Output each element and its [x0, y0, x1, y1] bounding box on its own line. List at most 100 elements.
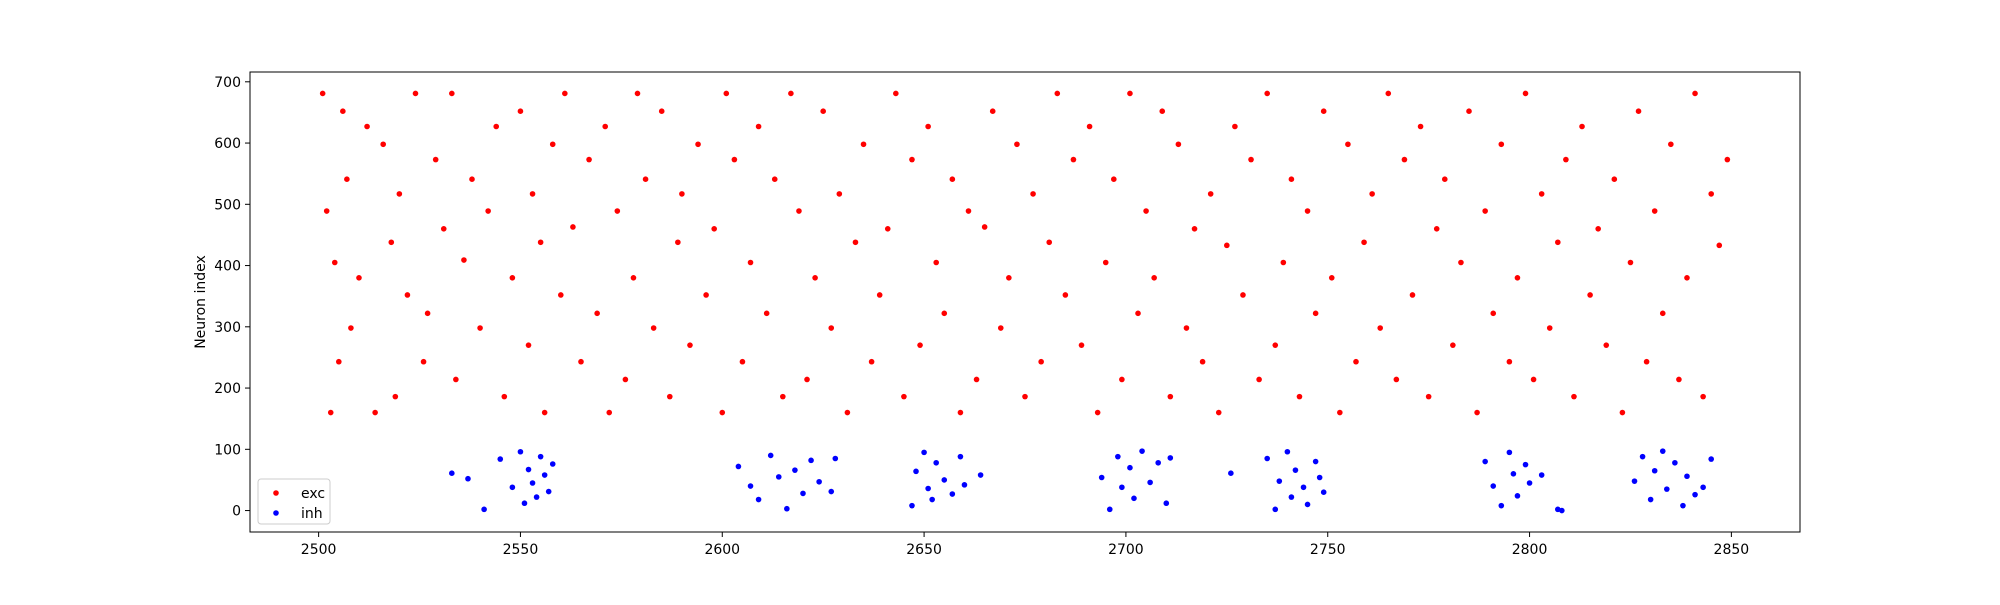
spike-point-inh — [775, 474, 782, 480]
spike-point-exc — [804, 376, 810, 383]
spike-point-exc — [828, 325, 835, 331]
x-tick-label: 2500 — [301, 542, 337, 558]
spike-point-exc — [1232, 123, 1238, 130]
x-tick-label: 2600 — [704, 542, 740, 558]
spike-point-exc — [1280, 259, 1287, 266]
spike-point-exc — [901, 393, 907, 400]
spike-point-exc — [763, 310, 770, 317]
spike-point-exc — [1328, 275, 1335, 281]
spike-point-exc — [404, 292, 411, 298]
spike-point-inh — [1272, 506, 1279, 513]
spike-point-exc — [364, 123, 370, 130]
x-tick-label: 2750 — [1310, 542, 1346, 558]
spike-point-inh — [1559, 507, 1565, 514]
spike-point-exc — [820, 108, 826, 114]
spike-point-exc — [1385, 90, 1392, 97]
spike-point-exc — [614, 208, 621, 214]
spike-point-inh — [1155, 459, 1161, 466]
spike-point-exc — [1676, 376, 1682, 383]
spike-point-exc — [1272, 342, 1279, 348]
spike-point-exc — [755, 123, 762, 130]
spike-point-exc — [485, 208, 491, 214]
spike-point-exc — [630, 275, 637, 281]
spike-point-exc — [703, 292, 709, 298]
spike-point-exc — [1143, 208, 1149, 214]
spike-point-inh — [977, 472, 984, 478]
spike-point-exc — [594, 310, 600, 317]
spike-point-exc — [1482, 208, 1488, 214]
spike-point-exc — [1708, 191, 1714, 197]
spike-point-exc — [917, 342, 923, 348]
spike-point-inh — [1300, 484, 1307, 491]
spike-point-exc — [739, 358, 746, 365]
legend-marker-inh — [273, 510, 279, 516]
spike-point-exc — [420, 358, 427, 365]
spike-point-exc — [1240, 292, 1246, 298]
spike-point-inh — [525, 466, 532, 473]
spike-point-exc — [1506, 358, 1513, 365]
spike-point-inh — [1680, 502, 1686, 509]
spike-point-exc — [634, 90, 641, 97]
spike-point-exc — [622, 376, 629, 383]
spike-point-exc — [650, 325, 657, 331]
y-tick-label: 500 — [214, 197, 241, 213]
spike-point-inh — [832, 455, 839, 462]
spike-point-inh — [1482, 458, 1488, 465]
spike-point-inh — [1139, 448, 1145, 454]
spike-point-inh — [1131, 495, 1137, 502]
spike-point-inh — [549, 461, 556, 467]
spike-point-exc — [1006, 275, 1012, 281]
y-tick-label: 0 — [232, 504, 241, 520]
spike-point-exc — [578, 358, 584, 365]
spike-point-inh — [925, 485, 931, 492]
spike-point-inh — [1106, 506, 1113, 513]
spike-point-inh — [800, 490, 806, 497]
spike-point-exc — [747, 259, 754, 266]
spike-point-exc — [1369, 191, 1375, 197]
spike-point-exc — [695, 141, 701, 148]
spike-point-inh — [941, 477, 948, 483]
plot-frame — [249, 71, 1801, 533]
spike-point-exc — [1248, 156, 1254, 163]
spike-point-exc — [1224, 242, 1230, 249]
spike-point-exc — [909, 156, 915, 163]
spike-point-exc — [396, 191, 403, 197]
spike-point-inh — [1304, 501, 1311, 508]
spike-point-exc — [525, 342, 532, 348]
spike-point-exc — [771, 176, 778, 182]
spike-point-inh — [1288, 494, 1295, 500]
spike-point-exc — [1022, 393, 1028, 400]
spike-point-exc — [1014, 141, 1020, 148]
spike-point-exc — [1724, 156, 1731, 163]
spike-point-exc — [731, 156, 738, 163]
spike-point-exc — [323, 208, 330, 214]
spike-point-exc — [1571, 393, 1577, 400]
spike-point-exc — [1038, 358, 1044, 365]
spike-point-exc — [1078, 342, 1085, 348]
spike-point-inh — [816, 478, 822, 485]
spike-point-exc — [449, 90, 455, 97]
spike-point-exc — [1474, 409, 1480, 416]
spike-point-inh — [1264, 455, 1270, 462]
spike-point-exc — [780, 393, 786, 400]
spike-point-inh — [957, 453, 964, 460]
spike-point-exc — [679, 191, 685, 197]
y-axis-label: Neuron index — [193, 255, 209, 349]
spike-point-inh — [537, 453, 544, 460]
spike-point-exc — [477, 325, 483, 331]
spike-point-exc — [461, 257, 467, 263]
spike-point-inh — [747, 483, 754, 489]
spike-point-exc — [344, 176, 350, 182]
spike-point-exc — [1377, 325, 1384, 331]
spike-point-inh — [521, 500, 528, 507]
spike-point-inh — [1514, 493, 1521, 499]
spike-point-exc — [1175, 141, 1182, 148]
spike-point-exc — [509, 275, 516, 281]
spike-point-exc — [1167, 393, 1174, 400]
spike-point-exc — [1361, 239, 1367, 246]
spike-point-exc — [1062, 292, 1069, 298]
spike-point-exc — [1498, 141, 1505, 148]
spike-point-exc — [549, 141, 556, 148]
